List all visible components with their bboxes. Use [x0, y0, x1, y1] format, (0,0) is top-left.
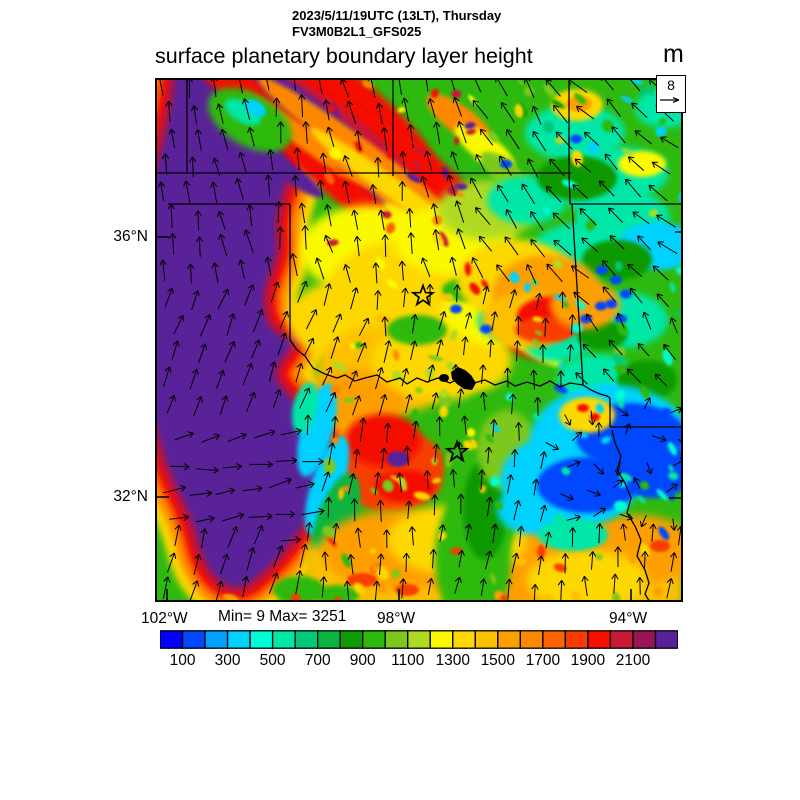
colorbar-segment	[339, 630, 364, 649]
colorbar-tick-label: 1900	[570, 652, 606, 669]
plot-title: surface planetary boundary layer height	[155, 44, 533, 68]
colorbar-tick-label: 900	[349, 652, 376, 669]
colorbar-tick-labels: 100 300 500 700 900 1100 1300 1500 1700 1900 2100	[0, 652, 800, 672]
lat-label-36n: 36°N	[113, 228, 148, 245]
lat-label-32n: 32°N	[113, 488, 148, 505]
colorbar-tick-label: 1700	[525, 652, 561, 669]
colorbar-tick-label: 700	[304, 652, 331, 669]
colorbar-segment	[632, 630, 657, 649]
colorbar-segment	[316, 630, 341, 649]
map-panel	[155, 78, 683, 602]
colorbar-segment	[587, 630, 612, 649]
wind-reference-value: 8	[667, 77, 675, 93]
axis-ticks	[155, 236, 632, 602]
colorbar-segment	[362, 630, 386, 649]
wind-reference-box: 8	[656, 75, 686, 113]
colorbar-tick-label: 100	[169, 652, 196, 669]
star-marker	[444, 438, 470, 463]
colorbar-segment	[294, 630, 319, 649]
colorbar-segment	[609, 630, 634, 649]
colorbar-segment	[519, 630, 544, 649]
state-borders	[155, 78, 683, 602]
colorbar-segment	[204, 630, 229, 649]
units-label: m	[663, 40, 684, 68]
wind-vectors	[156, 78, 683, 602]
minmax-stats: Min= 9 Max= 3251	[218, 608, 347, 625]
colorbar-segment	[654, 630, 679, 649]
colorbar-segment	[384, 630, 409, 649]
run-datetime-line: 2023/5/11/19UTC (13LT), Thursday	[292, 8, 502, 23]
lon-label-102w: 102°W	[141, 610, 188, 627]
model-id-line: FV3M0B2L1_GFS025	[292, 24, 422, 39]
colorbar-segment	[271, 630, 296, 649]
colorbar-segment	[429, 630, 454, 649]
colorbar-segment	[452, 630, 476, 649]
colorbar	[159, 630, 679, 649]
colorbar-tick-label: 500	[259, 652, 286, 669]
colorbar-tick-label: 300	[214, 652, 241, 669]
colorbar-tick-label: 1300	[435, 652, 471, 669]
map-field	[155, 78, 683, 602]
colorbar-segment	[407, 630, 431, 649]
colorbar-tick-label: 1100	[391, 652, 425, 669]
lon-label-94w: 94°W	[609, 610, 648, 627]
pbl-height-map	[155, 78, 683, 602]
colorbar-segment	[542, 630, 567, 649]
wind-reference-arrow-icon	[660, 97, 680, 103]
colorbar-segment	[564, 630, 589, 649]
lon-label-98w: 98°W	[377, 610, 416, 627]
colorbar-segment	[497, 630, 521, 649]
colorbar-segment	[159, 630, 184, 649]
colorbar-tick-label: 2100	[615, 652, 651, 669]
colorbar-segment	[226, 630, 251, 649]
colorbar-swatches	[159, 630, 679, 649]
colorbar-segment	[249, 630, 274, 649]
map-frame	[155, 78, 683, 602]
colorbar-segment	[181, 630, 206, 649]
colorbar-tick-label: 1500	[480, 652, 516, 669]
colorbar-segment	[474, 630, 499, 649]
